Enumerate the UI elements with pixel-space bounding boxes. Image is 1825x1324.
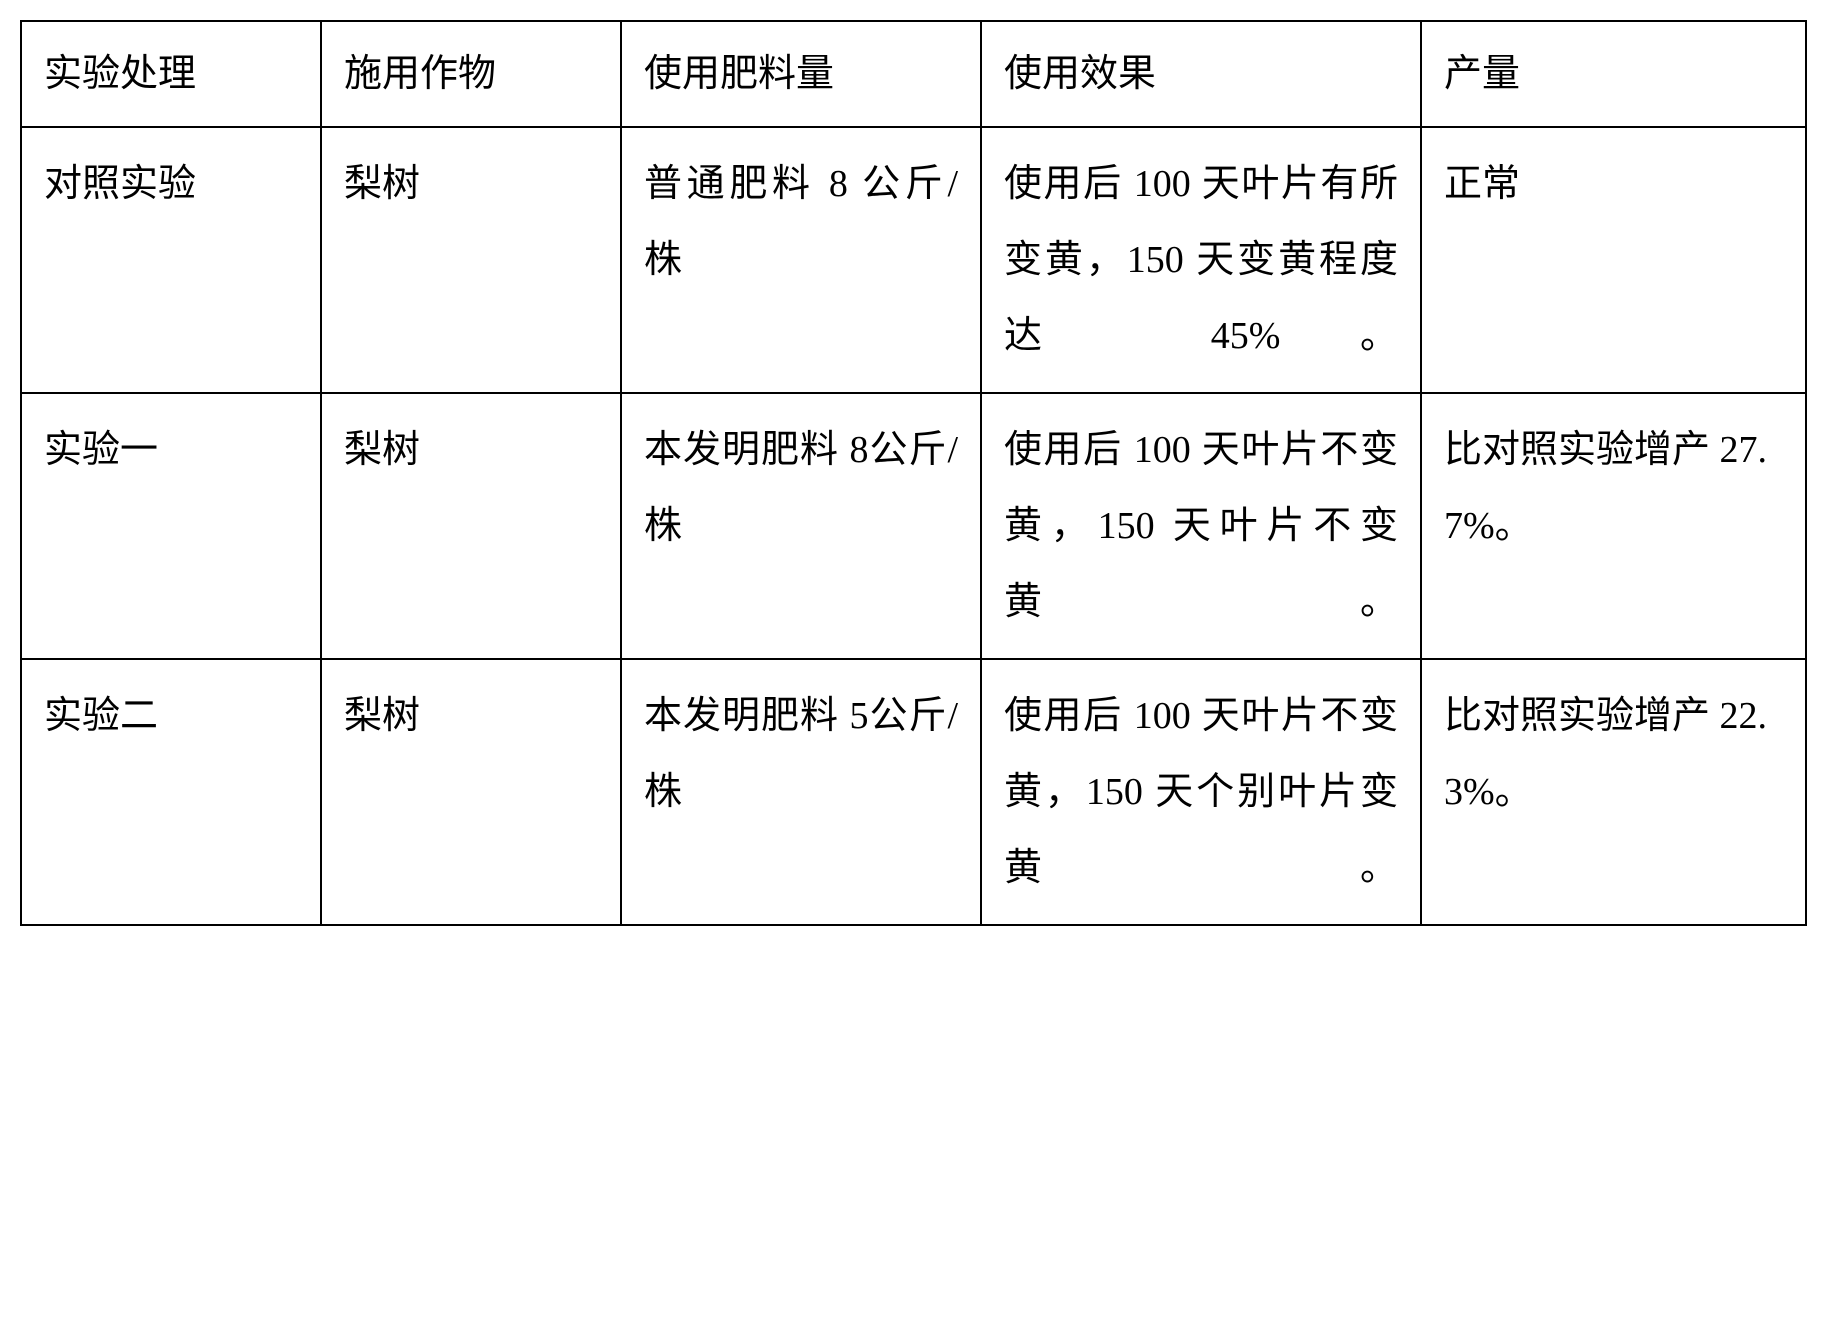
- cell-amount: 本发明肥料 8公斤/株: [621, 393, 981, 659]
- cell-yield: 比对照实验增产 27.7%。: [1421, 393, 1806, 659]
- table-row: 实验二 梨树 本发明肥料 5公斤/株 使用后 100 天叶片不变黄，150 天个…: [21, 659, 1806, 925]
- cell-yield: 正常: [1421, 127, 1806, 393]
- cell-crop: 梨树: [321, 127, 621, 393]
- cell-effect: 使用后 100 天叶片不变黄，150 天个别叶片变黄。: [981, 659, 1421, 925]
- cell-treatment: 对照实验: [21, 127, 321, 393]
- cell-crop: 梨树: [321, 393, 621, 659]
- cell-amount: 本发明肥料 5公斤/株: [621, 659, 981, 925]
- cell-crop: 梨树: [321, 659, 621, 925]
- header-treatment: 实验处理: [21, 21, 321, 127]
- cell-amount: 普通肥料 8 公斤/株: [621, 127, 981, 393]
- experiment-table: 实验处理 施用作物 使用肥料量 使用效果 产量 对照实验 梨树 普通肥料 8 公…: [20, 20, 1807, 926]
- header-yield: 产量: [1421, 21, 1806, 127]
- table-row: 实验一 梨树 本发明肥料 8公斤/株 使用后 100 天叶片不变黄，150 天叶…: [21, 393, 1806, 659]
- header-amount: 使用肥料量: [621, 21, 981, 127]
- cell-effect: 使用后 100 天叶片有所变黄，150 天变黄程度达 45%。: [981, 127, 1421, 393]
- cell-yield: 比对照实验增产 22.3%。: [1421, 659, 1806, 925]
- header-crop: 施用作物: [321, 21, 621, 127]
- cell-effect: 使用后 100 天叶片不变黄，150 天叶片不变黄。: [981, 393, 1421, 659]
- cell-treatment: 实验一: [21, 393, 321, 659]
- cell-treatment: 实验二: [21, 659, 321, 925]
- table-row: 对照实验 梨树 普通肥料 8 公斤/株 使用后 100 天叶片有所变黄，150 …: [21, 127, 1806, 393]
- table-header-row: 实验处理 施用作物 使用肥料量 使用效果 产量: [21, 21, 1806, 127]
- header-effect: 使用效果: [981, 21, 1421, 127]
